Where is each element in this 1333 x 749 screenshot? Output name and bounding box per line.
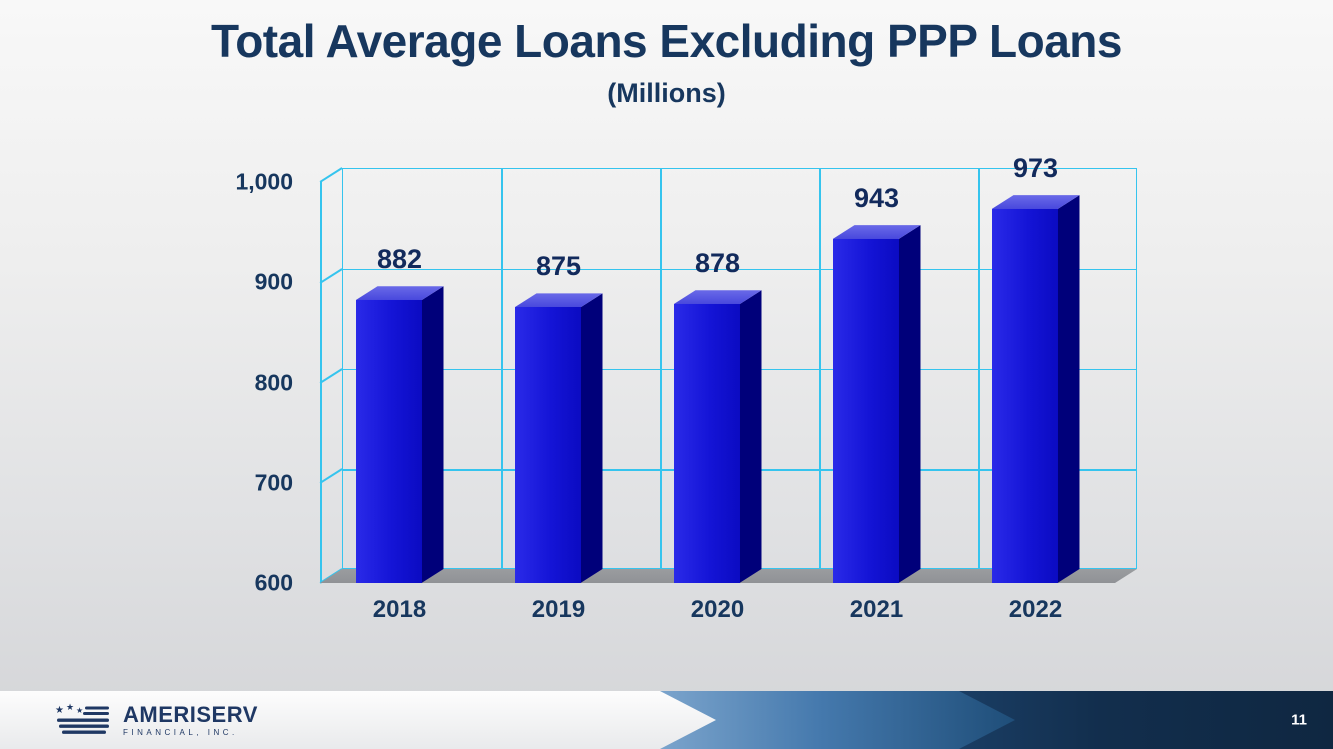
logo-name: AMERISERV xyxy=(123,701,258,727)
x-category-label: 2020 xyxy=(690,596,745,623)
plot-area: 882 875 878 943 973 xyxy=(319,153,1137,584)
y-axis-line xyxy=(320,182,322,583)
axis-depth-connector xyxy=(319,367,343,384)
gridline-vertical xyxy=(501,169,503,568)
bar-front-face xyxy=(832,239,899,583)
bar-top-face xyxy=(832,225,921,240)
bar-front-face xyxy=(991,209,1058,583)
bar-top-face xyxy=(514,293,603,308)
ameriserv-flag-icon: ★ ★ ★ xyxy=(55,702,109,734)
bar-front-face xyxy=(514,307,581,583)
y-tick-label: 700 xyxy=(254,469,293,496)
footer-blue-chevron xyxy=(660,691,1015,749)
bar-side-face xyxy=(421,286,444,583)
bar-value-label: 973 xyxy=(1012,153,1059,184)
axis-depth-connector xyxy=(319,167,343,183)
bar-side-face xyxy=(898,225,921,583)
x-category-label: 2018 xyxy=(372,596,427,623)
bar-top-face xyxy=(673,290,762,305)
bar-group: 878 xyxy=(673,182,762,583)
svg-text:★: ★ xyxy=(55,705,64,716)
bar-front-face xyxy=(355,300,422,583)
logo-subtitle: FINANCIAL, INC. xyxy=(123,727,238,737)
bar-top-face xyxy=(991,195,1080,210)
gridline-horizontal xyxy=(343,268,1136,270)
bar-value-label: 943 xyxy=(853,183,900,214)
svg-text:★: ★ xyxy=(76,706,83,715)
chart-subtitle: (Millions) xyxy=(607,78,726,108)
logo-text: AMERISERV FINANCIAL, INC. xyxy=(123,701,258,737)
bar-group: 875 xyxy=(514,182,603,583)
bar-group: 882 xyxy=(355,182,444,583)
bar-side-face xyxy=(739,290,762,583)
gridline-vertical xyxy=(660,169,662,568)
page-number: 11 xyxy=(1291,711,1307,729)
bar-group: 943 xyxy=(832,182,921,583)
y-tick-label: 1,000 xyxy=(235,168,293,195)
x-category-label: 2019 xyxy=(531,596,586,623)
chart-title: Total Average Loans Excluding PPP Loans xyxy=(211,15,1122,67)
bar-front-face xyxy=(673,304,740,583)
bar-side-face xyxy=(1057,195,1080,583)
bar-value-label: 878 xyxy=(694,248,741,279)
gridline-vertical xyxy=(978,169,980,568)
x-axis-labels: 2018 2019 2020 2021 2022 xyxy=(320,596,1115,624)
ameriserv-logo: ★ ★ ★ AMERISERV FINANCIAL, INC. xyxy=(55,691,258,749)
x-category-label: 2021 xyxy=(849,596,904,623)
bar-value-label: 882 xyxy=(376,244,423,275)
svg-text:★: ★ xyxy=(66,702,74,712)
y-tick-label: 600 xyxy=(254,569,293,596)
x-category-label: 2022 xyxy=(1008,596,1063,623)
bar-top-face xyxy=(355,286,444,301)
axis-depth-connector xyxy=(319,267,343,283)
bar-side-face xyxy=(580,293,603,583)
y-tick-label: 900 xyxy=(254,268,293,295)
gridline-vertical xyxy=(819,169,821,568)
y-tick-label: 800 xyxy=(254,369,293,395)
bar-group: 973 xyxy=(991,153,1080,583)
bar-value-label: 875 xyxy=(535,251,582,282)
y-axis-labels: 1,000 900 800 700 600 xyxy=(220,169,305,596)
axis-depth-connector xyxy=(319,468,343,484)
footer: ★ ★ ★ AMERISERV FINANCIAL, INC. 11 xyxy=(0,691,1333,749)
